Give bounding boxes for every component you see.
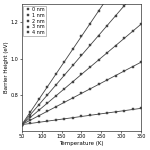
0 nm xyxy=(123,110,125,112)
1 nm xyxy=(140,61,142,63)
0 nm xyxy=(98,113,99,115)
4 nm xyxy=(63,61,65,62)
1 nm xyxy=(72,97,74,99)
Legend: 0 nm, 1 nm, 2 nm, 3 nm, 4 nm: 0 nm, 1 nm, 2 nm, 3 nm, 4 nm xyxy=(23,6,46,36)
2 nm xyxy=(89,66,91,68)
1 nm xyxy=(63,101,65,103)
1 nm xyxy=(81,93,82,94)
1 nm xyxy=(89,88,91,90)
2 nm xyxy=(123,38,125,39)
4 nm xyxy=(81,35,82,37)
0 nm xyxy=(132,109,134,110)
3 nm xyxy=(106,25,108,27)
2 nm xyxy=(21,124,23,126)
3 nm xyxy=(98,35,99,36)
1 nm xyxy=(38,115,40,117)
0 nm xyxy=(21,124,23,126)
2 nm xyxy=(106,52,108,54)
2 nm xyxy=(29,117,31,118)
1 nm xyxy=(55,106,57,108)
Line: 3 nm: 3 nm xyxy=(21,0,142,126)
0 nm xyxy=(115,111,116,113)
1 nm xyxy=(21,124,23,126)
1 nm xyxy=(46,110,48,112)
0 nm xyxy=(81,116,82,117)
2 nm xyxy=(72,81,74,82)
Line: 1 nm: 1 nm xyxy=(21,61,142,126)
1 nm xyxy=(123,70,125,72)
2 nm xyxy=(63,88,65,90)
4 nm xyxy=(72,48,74,50)
3 nm xyxy=(55,84,57,86)
4 nm xyxy=(46,86,48,88)
Line: 4 nm: 4 nm xyxy=(21,0,142,126)
Y-axis label: Barrier Height (eV): Barrier Height (eV) xyxy=(4,42,9,93)
1 nm xyxy=(29,119,31,121)
2 nm xyxy=(81,74,82,75)
Line: 2 nm: 2 nm xyxy=(21,23,142,126)
2 nm xyxy=(132,30,134,32)
4 nm xyxy=(38,99,40,100)
X-axis label: Temperature (K): Temperature (K) xyxy=(59,141,104,146)
0 nm xyxy=(106,112,108,114)
1 nm xyxy=(106,79,108,81)
3 nm xyxy=(21,124,23,126)
0 nm xyxy=(29,123,31,124)
4 nm xyxy=(89,23,91,25)
3 nm xyxy=(63,74,65,76)
3 nm xyxy=(46,94,48,96)
0 nm xyxy=(72,117,74,118)
2 nm xyxy=(140,23,142,25)
3 nm xyxy=(38,104,40,106)
1 nm xyxy=(98,84,99,85)
4 nm xyxy=(55,73,57,75)
3 nm xyxy=(123,5,125,7)
3 nm xyxy=(81,54,82,56)
0 nm xyxy=(55,119,57,121)
4 nm xyxy=(29,111,31,113)
1 nm xyxy=(132,66,134,68)
0 nm xyxy=(89,114,91,116)
3 nm xyxy=(72,64,74,66)
Line: 0 nm: 0 nm xyxy=(21,107,142,126)
0 nm xyxy=(63,118,65,120)
3 nm xyxy=(89,45,91,46)
2 nm xyxy=(55,95,57,97)
1 nm xyxy=(115,75,116,76)
2 nm xyxy=(38,109,40,111)
0 nm xyxy=(38,121,40,123)
2 nm xyxy=(115,45,116,46)
2 nm xyxy=(46,102,48,104)
4 nm xyxy=(21,124,23,126)
0 nm xyxy=(46,120,48,122)
3 nm xyxy=(29,114,31,116)
0 nm xyxy=(140,107,142,109)
3 nm xyxy=(115,15,116,17)
4 nm xyxy=(98,10,99,12)
2 nm xyxy=(98,59,99,61)
